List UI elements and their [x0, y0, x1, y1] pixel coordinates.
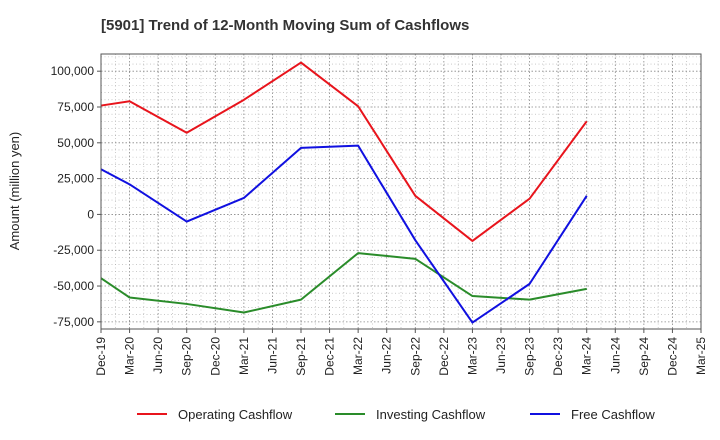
y-tick-label: -50,000 [53, 279, 94, 293]
y-ticks: 100,000 75,000 50,000 25,000 0 -25,000 -50,000… [51, 64, 101, 329]
x-tick-label: Dec-24 [665, 337, 679, 376]
x-tick-label: Mar-20 [123, 337, 137, 375]
series-line-operating-cashflow [100, 61, 588, 242]
x-tick-label: Jun-20 [151, 337, 165, 374]
y-axis-label: Amount (million yen) [7, 132, 22, 251]
x-tick-label: Mar-23 [465, 337, 479, 375]
x-tick-label: Dec-19 [94, 337, 108, 376]
x-tick-label: Sep-24 [637, 337, 651, 376]
legend-label-investing-cashflow: Investing Cashflow [376, 407, 486, 422]
y-tick-label: 0 [87, 207, 94, 221]
x-tick-label: Sep-22 [408, 337, 422, 376]
chart-title: [5901] Trend of 12-Month Moving Sum of C… [101, 17, 469, 34]
legend-label-free-cashflow: Free Cashflow [571, 407, 655, 422]
x-tick-label: Jun-21 [265, 337, 279, 374]
series-line-free-cashflow [100, 144, 588, 324]
y-tick-label: 25,000 [57, 172, 94, 186]
x-ticks: Dec-19 Mar-20 Jun-20 Sep-20 Dec-20 Mar-21 Jun-… [94, 329, 708, 376]
x-tick-label: Dec-23 [551, 337, 565, 376]
x-tick-label: Mar-24 [580, 337, 594, 375]
x-tick-label: Jun-23 [494, 337, 508, 374]
y-tick-label: -75,000 [53, 315, 94, 329]
x-tick-label: Sep-20 [180, 337, 194, 376]
x-tick-label: Jun-22 [380, 337, 394, 374]
y-tick-label: 75,000 [57, 100, 94, 114]
x-tick-label: Mar-21 [237, 337, 251, 375]
x-tick-label: Mar-25 [694, 337, 708, 375]
gridlines [101, 54, 701, 329]
legend: Operating Cashflow Investing Cashflow Free… [137, 407, 655, 422]
y-tick-label: -25,000 [53, 243, 94, 257]
series-layer [100, 61, 588, 324]
y-tick-label: 50,000 [57, 136, 94, 150]
y-tick-label: 100,000 [51, 64, 95, 78]
x-tick-label: Dec-21 [323, 337, 337, 376]
x-tick-label: Mar-22 [351, 337, 365, 375]
x-tick-label: Sep-23 [523, 337, 537, 376]
legend-label-operating-cashflow: Operating Cashflow [178, 407, 293, 422]
x-tick-label: Dec-20 [208, 337, 222, 376]
series-line-investing-cashflow [100, 252, 587, 314]
x-tick-label: Dec-22 [437, 337, 451, 376]
x-tick-label: Sep-21 [294, 337, 308, 376]
x-tick-label: Jun-24 [608, 337, 622, 374]
plot-frame [100, 53, 702, 330]
